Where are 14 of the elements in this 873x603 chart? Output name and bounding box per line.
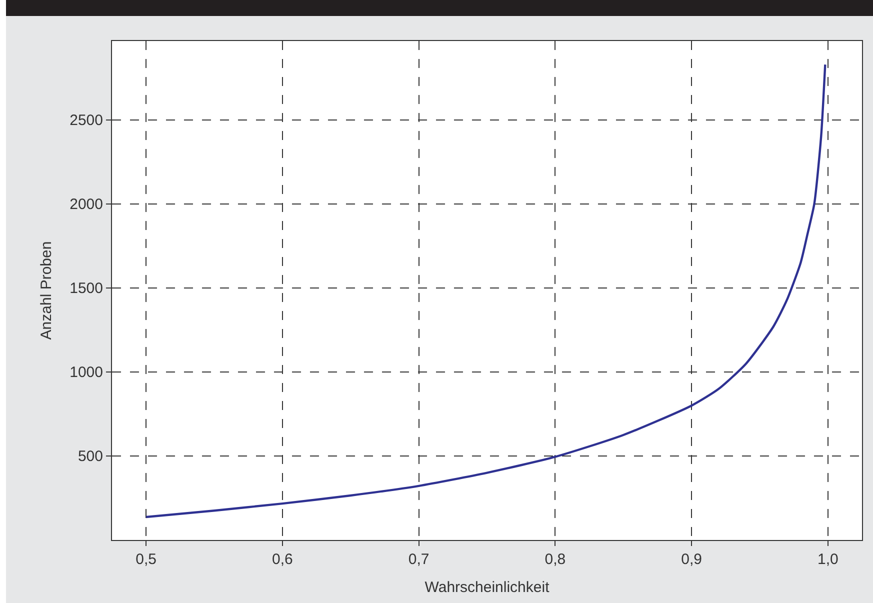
x-tick-label: 0,9 [681,551,702,568]
x-tick-label: 0,8 [544,551,566,568]
x-tick-label: 1,0 [817,551,838,568]
y-tick-label: 1000 [70,364,103,382]
y-tick-label: 2000 [70,196,103,214]
x-tick-label: 0,7 [408,551,430,568]
y-tick-label: 500 [78,448,103,466]
x-axis-title: Wahrscheinlichkeit [424,579,550,596]
x-tick-label: 0,6 [272,551,293,568]
line-series [144,63,826,518]
y-tick-label: 1500 [70,280,103,298]
x-tick-label: 0,5 [136,551,157,568]
y-tick-label: 2500 [70,112,103,130]
y-axis-title: Anzahl Proben [38,241,55,340]
